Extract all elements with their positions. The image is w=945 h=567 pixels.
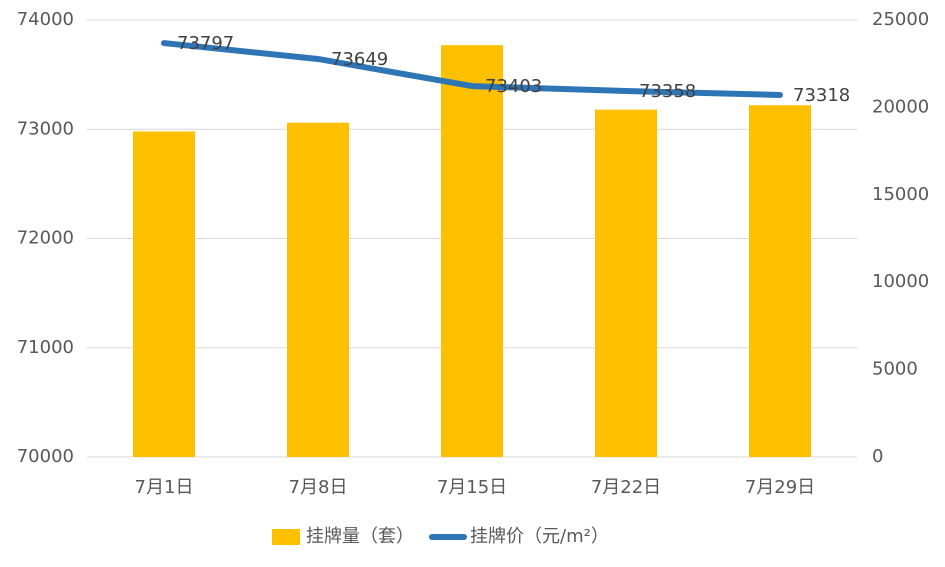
x-tick-label: 7月22日 (591, 477, 661, 498)
legend-label: 挂牌价（元/m²） (470, 526, 609, 547)
annotation: 73403 (485, 76, 542, 97)
y2-tick-label: 5000 (872, 359, 918, 380)
annotation: 73649 (331, 49, 388, 70)
legend-swatch (272, 529, 300, 545)
bar (287, 122, 349, 457)
annotation: 73358 (639, 81, 696, 102)
bar (441, 45, 503, 457)
y-tick-label: 72000 (17, 228, 74, 249)
y2-tick-label: 0 (872, 446, 883, 467)
annotation: 73797 (177, 33, 234, 54)
y2-tick-label: 20000 (872, 96, 929, 117)
y2-tick-label: 25000 (872, 9, 929, 30)
x-tick-label: 7月1日 (135, 477, 194, 498)
annotation: 73318 (793, 85, 850, 106)
y-tick-label: 74000 (17, 9, 74, 30)
x-tick-label: 7月8日 (289, 477, 348, 498)
line (161, 40, 783, 98)
y-tick-label: 70000 (17, 446, 74, 467)
bar (133, 131, 195, 457)
y2-tick-label: 10000 (872, 271, 929, 292)
y-tick-label: 71000 (17, 337, 74, 358)
legend-label: 挂牌量（套） (306, 526, 414, 547)
y2-tick-label: 15000 (872, 184, 929, 205)
y-tick-label: 73000 (17, 118, 74, 139)
x-tick-label: 7月29日 (745, 477, 815, 498)
bar (595, 109, 657, 458)
bar (749, 105, 811, 457)
x-tick-label: 7月15日 (437, 477, 507, 498)
